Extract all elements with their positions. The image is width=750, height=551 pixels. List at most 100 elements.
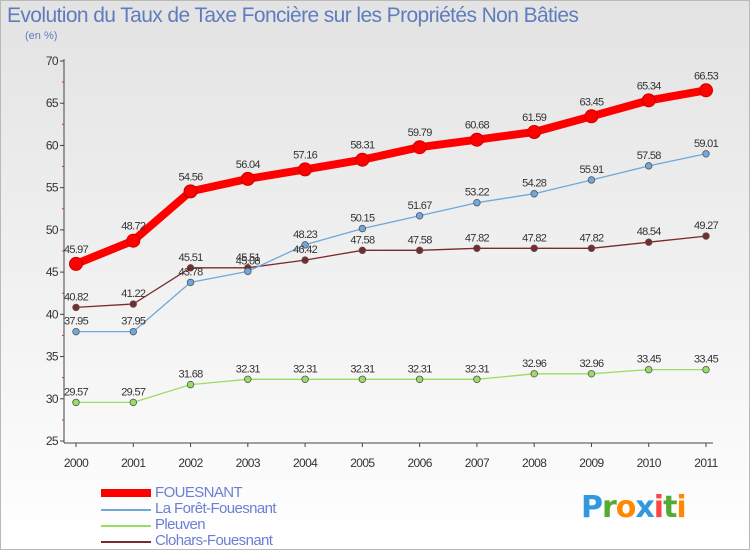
- logo-letter: o: [615, 490, 637, 525]
- data-label-clohars-fouesnant: 48.54: [637, 226, 662, 238]
- data-label-clohars-fouesnant: 45.51: [236, 252, 261, 264]
- data-label-la-foret-fouesnant: 50.15: [350, 213, 375, 225]
- x-tick-label: 2011: [694, 456, 718, 470]
- data-label-fouesnant: 54.56: [179, 171, 204, 183]
- data-label-clohars-fouesnant: 47.82: [522, 232, 547, 244]
- data-point-clohars-fouesnant: [415, 246, 424, 255]
- x-tick-label: 2001: [121, 456, 146, 470]
- data-label-pleuven: 31.68: [179, 369, 204, 381]
- legend-label-pleuven: Pleuven: [155, 516, 206, 533]
- data-label-clohars-fouesnant: 47.58: [408, 234, 433, 246]
- y-tick-label: 70: [46, 54, 59, 68]
- data-point-pleuven: [244, 375, 252, 383]
- data-point-pleuven: [301, 375, 309, 383]
- data-point-pleuven: [186, 380, 195, 389]
- data-label-pleuven: 32.31: [236, 363, 261, 375]
- logo-letter: t: [663, 490, 677, 525]
- x-tick-label: 2009: [579, 456, 604, 470]
- x-tick-label: 2010: [637, 456, 662, 470]
- data-label-clohars-fouesnant: 40.82: [64, 291, 89, 303]
- data-label-fouesnant: 58.31: [350, 140, 375, 152]
- data-point-clohars-fouesnant: [473, 244, 481, 252]
- data-point-pleuven: [530, 370, 538, 378]
- data-label-clohars-fouesnant: 47.82: [465, 232, 490, 244]
- data-label-la-foret-fouesnant: 51.67: [408, 200, 433, 212]
- legend-swatch-la-foret-fouesnant: [101, 509, 151, 511]
- data-label-pleuven: 29.57: [64, 386, 89, 398]
- x-tick-label: 2006: [407, 456, 432, 470]
- data-label-fouesnant: 63.45: [579, 96, 604, 108]
- data-label-la-foret-fouesnant: 55.91: [579, 164, 604, 176]
- data-label-clohars-fouesnant: 47.82: [579, 232, 604, 244]
- data-label-la-foret-fouesnant: 37.95: [121, 316, 146, 328]
- data-label-la-foret-fouesnant: 43.78: [179, 266, 204, 278]
- data-point-la-foret-fouesnant: [702, 150, 710, 158]
- y-tick-label: 35: [46, 350, 59, 364]
- data-point-pleuven: [358, 375, 367, 383]
- data-point-clohars-fouesnant: [301, 256, 309, 264]
- data-point-fouesnant: [527, 125, 542, 140]
- legend-label-fouesnant: FOUESNANT: [155, 484, 243, 501]
- data-point-la-foret-fouesnant: [587, 176, 596, 184]
- y-tick-label: 55: [46, 181, 59, 195]
- legend-swatch-fouesnant: [101, 489, 151, 497]
- y-tick-label: 40: [46, 307, 59, 321]
- data-point-fouesnant: [412, 140, 427, 155]
- data-point-pleuven: [645, 365, 653, 374]
- legend-label-la-foret-fouesnant: La Forêt-Fouesnant: [155, 500, 277, 517]
- chart-title: Evolution du Taux de Taxe Foncière sur l…: [7, 4, 579, 27]
- data-label-la-foret-fouesnant: 45.08: [236, 255, 261, 267]
- data-point-fouesnant: [699, 83, 713, 98]
- data-label-la-foret-fouesnant: 57.58: [637, 150, 662, 162]
- y-tick-label: 30: [46, 392, 59, 406]
- x-tick-label: 2000: [64, 456, 89, 470]
- y-axis-unit: (en %): [25, 30, 58, 42]
- logo-letter: x: [635, 490, 654, 525]
- data-point-pleuven: [587, 370, 596, 378]
- data-label-clohars-fouesnant: 45.51: [179, 252, 204, 264]
- logo-letter: r: [602, 490, 617, 525]
- x-tick-label: 2003: [236, 456, 261, 470]
- data-label-la-foret-fouesnant: 59.01: [694, 138, 719, 150]
- data-point-fouesnant: [69, 256, 83, 271]
- data-point-la-foret-fouesnant: [358, 224, 367, 233]
- data-label-pleuven: 33.45: [637, 354, 662, 366]
- data-label-fouesnant: 57.16: [293, 149, 318, 161]
- data-point-la-foret-fouesnant: [645, 162, 653, 170]
- data-label-pleuven: 32.31: [408, 363, 433, 375]
- data-label-clohars-fouesnant: 41.22: [121, 288, 146, 300]
- legend-label-clohars-fouesnant: Clohars-Fouesnant: [155, 532, 273, 549]
- data-point-fouesnant: [240, 171, 255, 186]
- y-tick-label: 50: [46, 223, 59, 237]
- data-point-clohars-fouesnant: [587, 244, 596, 252]
- proxiti-logo: Proxiti: [581, 490, 687, 525]
- data-point-clohars-fouesnant: [186, 264, 195, 272]
- legend-swatch-clohars-fouesnant: [101, 541, 151, 543]
- data-point-pleuven: [415, 375, 424, 383]
- x-tick-label: 2008: [522, 456, 547, 470]
- data-point-pleuven: [702, 365, 710, 374]
- data-point-fouesnant: [183, 184, 198, 199]
- series-line-la-foret-fouesnant: [75, 153, 707, 333]
- data-label-fouesnant: 60.68: [465, 120, 490, 132]
- data-label-clohars-fouesnant: 49.27: [694, 220, 719, 232]
- data-point-fouesnant: [126, 233, 141, 248]
- legend-swatch-pleuven: [101, 525, 151, 527]
- data-point-clohars-fouesnant: [72, 303, 80, 312]
- series-line-clohars-fouesnant: [75, 235, 707, 309]
- data-label-la-foret-fouesnant: 48.23: [293, 229, 318, 241]
- x-tick-label: 2007: [465, 456, 490, 470]
- data-point-la-foret-fouesnant: [72, 327, 80, 336]
- data-point-fouesnant: [298, 162, 313, 177]
- y-tick-label: 65: [46, 96, 59, 110]
- logo-letter: i: [676, 490, 686, 525]
- data-label-fouesnant: 65.34: [637, 80, 662, 92]
- data-label-pleuven: 32.96: [522, 358, 547, 370]
- data-label-pleuven: 32.31: [293, 363, 318, 375]
- data-label-la-foret-fouesnant: 37.95: [64, 316, 89, 328]
- data-point-la-foret-fouesnant: [415, 212, 424, 220]
- data-point-fouesnant: [469, 132, 484, 147]
- series-line-fouesnant: [72, 86, 710, 268]
- data-label-clohars-fouesnant: 47.58: [350, 234, 375, 246]
- data-point-fouesnant: [584, 109, 599, 124]
